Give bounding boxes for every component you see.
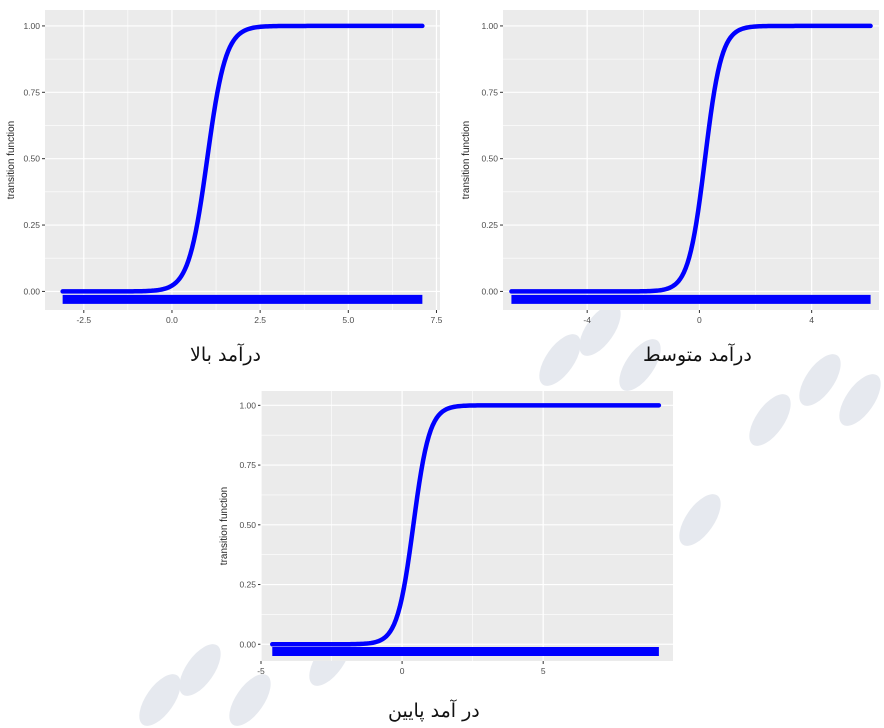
x-tick-label: 0 (400, 666, 405, 676)
y-tick-label: 1.00 (23, 21, 40, 31)
x-tick-label: 0.0 (166, 315, 178, 325)
x-tick-label: -2.5 (76, 315, 91, 325)
y-tick-label: 0.00 (23, 286, 40, 296)
y-tick-label: 0.00 (481, 286, 498, 296)
y-axis-label: transition function (219, 487, 230, 565)
x-tick-label: 5.0 (342, 315, 354, 325)
caption-high-income: درآمد بالا (190, 344, 262, 366)
y-tick-label: 0.25 (481, 220, 498, 230)
y-tick-label: 0.00 (239, 639, 256, 649)
x-tick-label: -4 (583, 315, 591, 325)
x-tick-label: 7.5 (431, 315, 443, 325)
y-tick-label: 0.75 (481, 87, 498, 97)
plot-panel (261, 391, 673, 661)
y-tick-label: 0.50 (23, 154, 40, 164)
y-tick-label: 0.25 (23, 220, 40, 230)
y-tick-label: 1.00 (239, 400, 256, 410)
y-axis-label: transition function (461, 121, 472, 199)
caption-low-income: در آمد پایین (388, 700, 480, 722)
y-tick-label: 0.75 (23, 87, 40, 97)
chart-low-income: 0.00 0.25 0.50 0.75 1.00 -5 0 5 transition funct… (219, 391, 673, 676)
y-tick-label: 0.75 (239, 460, 256, 470)
x-tick-label: -5 (257, 666, 265, 676)
y-tick-label: 0.50 (481, 154, 498, 164)
transition-curve (270, 403, 662, 647)
y-axis-label: transition function (6, 121, 17, 199)
plot-panel (503, 10, 879, 310)
y-tick-label: 0.50 (239, 520, 256, 530)
plot-panel (45, 10, 440, 310)
chart-high-income: 0.00 0.25 0.50 0.75 1.00 -2.5 0.0 2.5 5.0 7.5 tran… (6, 10, 443, 325)
chart-middle-income: 0.00 0.25 0.50 0.75 1.00 -4 0 4 transition funct… (461, 10, 879, 325)
x-tick-label: 0 (697, 315, 702, 325)
y-tick-label: 1.00 (481, 21, 498, 31)
x-tick-label: 2.5 (254, 315, 266, 325)
x-tick-label: 5 (541, 666, 546, 676)
caption-middle-income: درآمد متوسط (643, 344, 752, 366)
x-tick-label: 4 (809, 315, 814, 325)
transition-curve (60, 23, 425, 294)
transition-curve (509, 23, 873, 294)
y-tick-label: 0.25 (239, 580, 256, 590)
